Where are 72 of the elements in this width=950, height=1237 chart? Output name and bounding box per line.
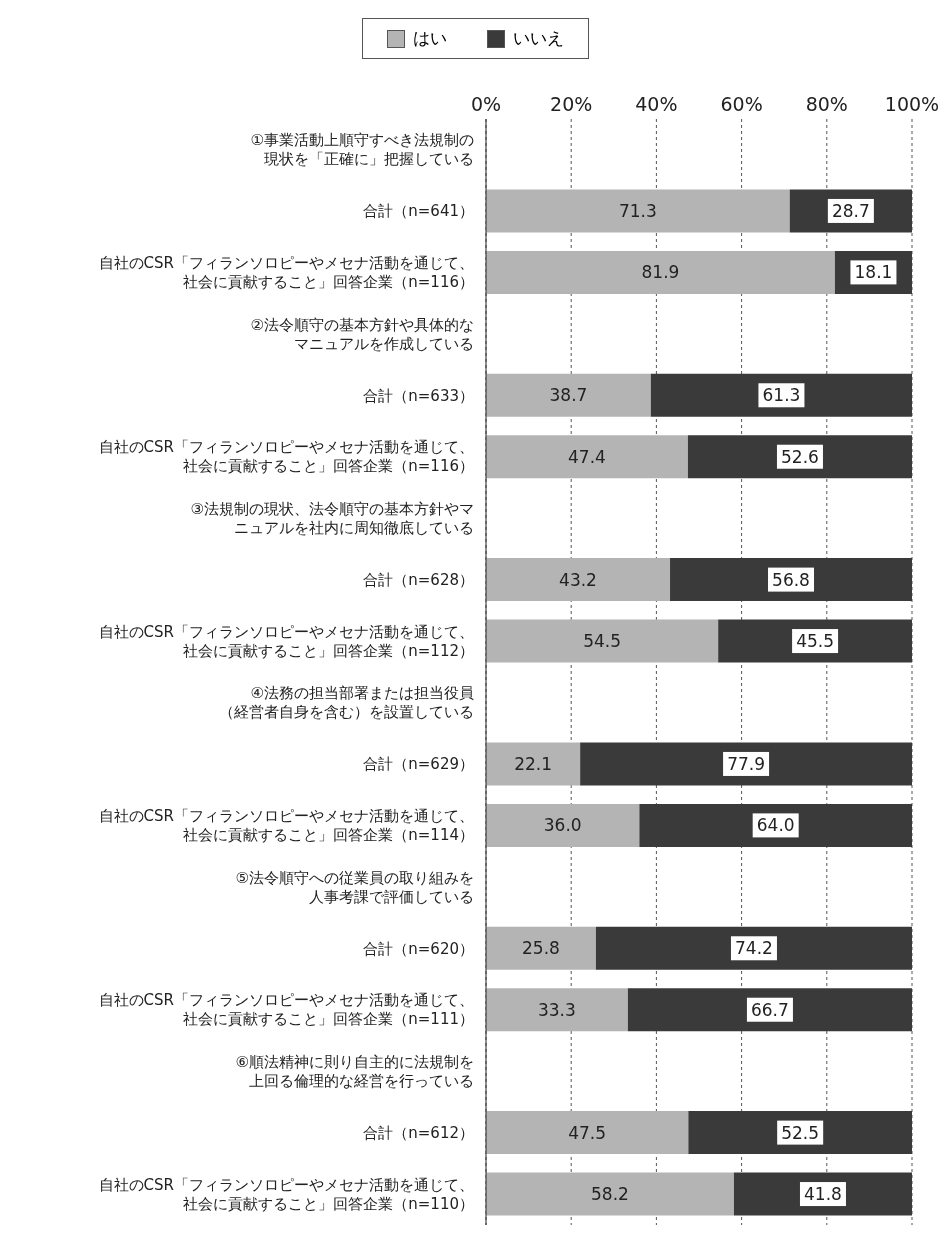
legend-label: はい <box>411 27 447 50</box>
data-label: 56.8 <box>772 569 810 590</box>
bar <box>627 988 912 1032</box>
y-tick-label: 自社のCSR「フィランソロピーやメセナ活動を通じて、社会に貢献すること」回答企業（n=116） <box>98 438 474 476</box>
y-tick-label: 合計（n=633） <box>363 386 474 405</box>
x-tick-label: 100% <box>884 93 940 115</box>
y-tick-label: 合計（n=612） <box>363 1123 474 1142</box>
bar <box>486 1111 689 1155</box>
bar <box>486 373 651 417</box>
data-label: 81.9 <box>641 262 680 283</box>
data-label: 61.3 <box>762 385 801 406</box>
y-tick-label: 自社のCSR「フィランソロピーやメセナ活動を通じて、社会に貢献すること」回答企業（n=110） <box>98 1175 474 1213</box>
data-label: 43.2 <box>559 569 597 590</box>
bar <box>595 926 912 970</box>
y-tick-label: 自社のCSR「フィランソロピーやメセナ活動を通じて、社会に貢献すること」回答企業（n=112） <box>98 622 474 660</box>
bar <box>486 926 596 970</box>
y-tick-label: 合計（n=628） <box>363 570 474 589</box>
bar <box>486 558 671 602</box>
data-label: 71.3 <box>618 200 657 221</box>
bar <box>580 742 912 786</box>
data-label: 22.1 <box>514 753 552 774</box>
y-tick-label: 合計（n=641） <box>363 202 474 221</box>
bar <box>670 558 912 602</box>
data-label: 52.5 <box>781 1122 820 1143</box>
y-tick-label: 自社のCSR「フィランソロピーやメセナ活動を通じて、社会に貢献すること」回答企業（n=111） <box>98 991 474 1029</box>
x-tick-label: 40% <box>635 93 678 115</box>
bar <box>486 988 628 1032</box>
y-tick-label: ⑥順法精神に則り自主的に法規制を上回る倫理的な経営を行っている <box>235 1052 474 1090</box>
legend-label: いいえ <box>511 27 564 50</box>
data-label: 74.2 <box>735 938 773 959</box>
bar <box>486 619 719 663</box>
data-label: 77.9 <box>727 753 765 774</box>
bar <box>486 803 640 847</box>
y-tick-label: 合計（n=620） <box>363 939 474 958</box>
bar <box>486 189 790 233</box>
x-tick-label: 20% <box>550 93 593 115</box>
y-tick-label: ③法規制の現状、法令順守の基本方針やマニュアルを社内に周知徹底している <box>190 499 474 537</box>
data-label: 54.5 <box>583 631 622 652</box>
bar <box>486 1172 734 1216</box>
y-tick-label: ①事業活動上順守すべき法規制の現状を「正確に」把握している <box>250 131 474 169</box>
data-label: 38.7 <box>549 385 588 406</box>
y-tick-label: ②法令順守の基本方針や具体的なマニュアルを作成している <box>250 315 474 353</box>
data-label: 47.5 <box>568 1122 607 1143</box>
data-label: 52.6 <box>781 446 819 467</box>
data-label: 33.3 <box>538 999 576 1020</box>
data-label: 25.8 <box>522 938 560 959</box>
data-label: 45.5 <box>796 631 835 652</box>
data-label: 58.2 <box>591 1184 629 1205</box>
bar <box>486 435 688 479</box>
y-tick-label: 合計（n=629） <box>363 755 474 774</box>
data-label: 47.4 <box>568 446 606 467</box>
data-label: 18.1 <box>854 262 893 283</box>
bar <box>650 373 912 417</box>
bar <box>733 1172 912 1216</box>
y-tick-label: 自社のCSR「フィランソロピーやメセナ活動を通じて、社会に貢献すること」回答企業（n=116） <box>98 254 474 292</box>
y-tick-label: ④法務の担当部署または担当役員（経営者自身を含む）を設置している <box>219 684 474 722</box>
x-tick-label: 0% <box>470 93 502 115</box>
bar <box>486 250 835 294</box>
bar <box>718 619 912 663</box>
y-tick-label: 自社のCSR「フィランソロピーやメセナ活動を通じて、社会に貢献すること」回答企業（n=114） <box>98 807 474 845</box>
data-label: 64.0 <box>756 815 795 836</box>
data-label: 66.7 <box>751 999 789 1020</box>
bar <box>486 742 581 786</box>
x-tick-label: 60% <box>720 93 763 115</box>
data-label: 41.8 <box>804 1184 842 1205</box>
data-label: 28.7 <box>831 200 870 221</box>
y-tick-label: ⑤法令順守への従業員の取り組みを人事考課で評価している <box>235 868 474 906</box>
bar <box>639 803 912 847</box>
bar <box>688 1111 912 1155</box>
x-tick-label: 80% <box>805 93 848 115</box>
bar <box>687 435 912 479</box>
data-label: 36.0 <box>543 815 582 836</box>
